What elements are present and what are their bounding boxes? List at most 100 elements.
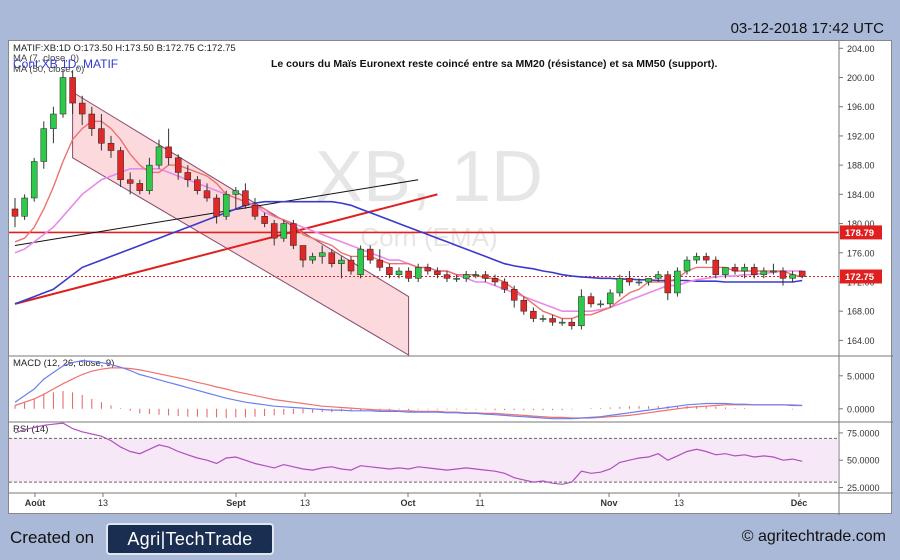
bearish-channel [72,91,410,356]
candle-body [558,321,566,324]
candle-body [318,252,326,257]
logo-text: Agri|TechTrade [127,528,253,549]
candle-body [290,223,297,246]
candle-body [635,281,643,284]
macd-tick-label: 5.0000 [847,371,875,381]
candle-body [213,197,220,217]
candle-body [654,274,662,279]
price-tick-label: 168.00 [847,307,875,317]
price-tick-label: 200.00 [847,73,875,83]
level-badge-1 [840,269,882,284]
symbol-info: MATIF:XB:1D O:173.50 H:173.50 B:172.75 C… [13,43,236,54]
time-tick-label: 11 [475,498,484,508]
candle-body [366,248,374,261]
candle-body [491,278,499,283]
candle-body [443,274,451,279]
candle-body [674,270,681,294]
candle-body [261,216,268,224]
rsi-label: RSI (14) [13,424,48,435]
overlay-info-ma50: MA (50, close, 0) [13,64,84,75]
candle-body [376,259,384,268]
trendline-1 [14,193,438,305]
candle-body [664,274,672,294]
candle-body [386,267,393,275]
candle-body [126,179,134,184]
footer: Created on Agri|TechTrade © agritechtrad… [0,514,900,560]
candle-body [693,256,700,261]
candle-body [798,270,806,277]
candle-body [78,102,86,115]
candle-body [270,223,278,239]
level-badge-0 [840,225,882,240]
time-tick-label: Oct [400,498,415,508]
candle-body [222,194,230,217]
candle-body [616,278,624,294]
candle-body [69,77,76,104]
time-tick-label: 13 [300,498,310,508]
price-tick-label: 192.00 [847,131,875,141]
agritechtrade-logo[interactable]: Agri|TechTrade [106,523,274,555]
candle-body [750,267,758,275]
candle-body [530,310,537,319]
site-link[interactable]: © agritechtrade.com [741,528,886,545]
overlay-info-ma7: MA (7, close, 0) [13,53,79,64]
overlay-info-contract: Cont XB 1D, MATIF [13,57,118,71]
candle-body [453,278,460,280]
candle-body [165,146,172,159]
chart-title: Le cours du Maïs Euronext reste coincé e… [271,58,717,70]
time-tick-label: Déc [791,498,808,508]
candle-body [789,274,796,279]
candle-body [117,150,124,180]
candle-body [606,292,614,305]
level-badge-label-1: 172.75 [845,272,875,283]
price-tick-label: 180.00 [847,219,875,229]
candle-body [59,77,67,115]
time-tick-label: Août [25,498,46,508]
candle-body [299,245,307,261]
candle-body [242,190,249,206]
chart-frame[interactable]: XB, 1D Corn (EMA) 204.00 200.00 196.00 192.00… [8,40,893,515]
price-tick-label: 164.00 [847,336,875,346]
candle-body [21,197,28,217]
candle-body [107,142,115,151]
rsi-tick-label: 25.0000 [847,483,880,493]
candle-body [568,321,576,327]
candle-body [88,113,96,129]
chart-svg[interactable]: XB, 1D Corn (EMA) 204.00 200.00 196.00 192.00… [9,41,893,515]
candle-body [549,318,556,323]
candle-body [645,278,652,283]
candle-body [194,179,201,191]
candle-body [280,223,288,239]
macd-line [14,359,803,420]
candle-body [309,256,316,261]
macd-tick-label: 0.0000 [847,404,875,414]
price-tick-label: 204.00 [847,44,875,54]
candle-body [626,278,633,283]
macd-label: MACD (12, 26, close, 9) [13,358,114,369]
candle-body [597,303,604,306]
price-tick-label: 176.00 [847,248,875,258]
watermark-symbol: XB, 1D [315,137,543,217]
rsi-tick-label: 75.0000 [847,428,880,438]
candle-body [30,161,38,199]
created-on-label: Created on [10,528,95,547]
candle-body [462,274,470,279]
macd-signal-line [14,367,803,419]
candle-body [779,270,787,279]
watermark-name: Corn (EMA) [360,222,497,252]
rsi-line [14,422,803,485]
candle-body [11,208,19,217]
candle-body [520,299,528,312]
rsi-tick-label: 50.0000 [847,456,880,466]
time-tick-label: Sept [226,498,246,508]
candle-body [405,270,412,279]
candle-body [251,205,259,217]
candle-body [510,289,518,301]
ma-blue-line [14,200,803,305]
level-badge-label-0: 178.79 [845,228,874,239]
candle-body [702,256,710,261]
candle-body [424,267,432,272]
candle-body [539,318,547,320]
candle-body [50,113,57,129]
candle-body [760,270,768,275]
